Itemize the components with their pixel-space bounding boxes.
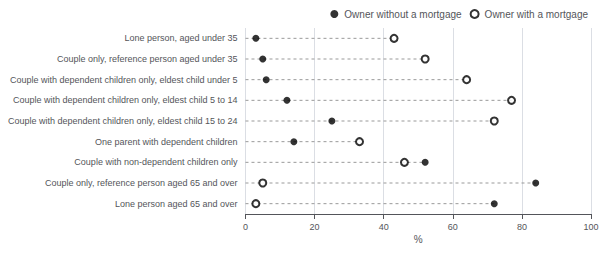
svg-text:Couple with dependent children: Couple with dependent children only, eld… [8, 116, 238, 126]
svg-text:60: 60 [448, 222, 458, 232]
svg-text:One parent with dependent chil: One parent with dependent children [95, 137, 238, 147]
svg-text:Owner with a mortgage: Owner with a mortgage [485, 9, 589, 20]
svg-text:20: 20 [310, 222, 320, 232]
svg-text:Lone person aged 65 and over: Lone person aged 65 and over [115, 199, 238, 209]
svg-text:Couple with dependent children: Couple with dependent children only, eld… [13, 95, 237, 105]
svg-text:40: 40 [379, 222, 389, 232]
svg-text:Couple only, reference person: Couple only, reference person aged 65 an… [45, 178, 237, 188]
svg-text:0: 0 [243, 222, 248, 232]
svg-text:100: 100 [583, 222, 598, 232]
svg-text:%: % [414, 234, 423, 245]
svg-text:Couple only, reference person: Couple only, reference person aged under… [57, 54, 237, 64]
svg-text:Couple with non-dependent chil: Couple with non-dependent children only [74, 157, 238, 167]
svg-text:80: 80 [517, 222, 527, 232]
svg-text:Lone person, aged under 35: Lone person, aged under 35 [124, 33, 237, 43]
svg-text:Owner without a mortgage: Owner without a mortgage [344, 9, 462, 20]
svg-text:Couple with dependent children: Couple with dependent children only, eld… [10, 75, 237, 85]
